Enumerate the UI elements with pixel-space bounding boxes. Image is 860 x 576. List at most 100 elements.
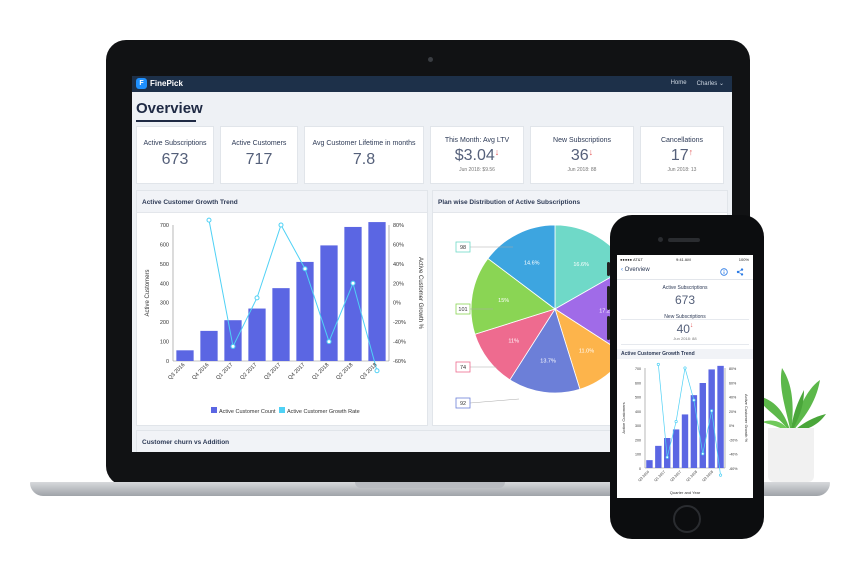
phone-mute-button bbox=[607, 262, 610, 276]
info-icon[interactable] bbox=[720, 268, 728, 276]
kpi-card-avg-customer-lifetime[interactable]: Avg Customer Lifetime in months 7.8 bbox=[304, 126, 424, 184]
callout-label: 98 bbox=[460, 245, 466, 251]
pie-slice-label: 15% bbox=[498, 298, 509, 304]
y2-tick-label: 0% bbox=[393, 301, 401, 307]
growth-trend-chart: 0 100 200 300 400 500 600 700 80% 60% 40% 20% 0% -20%… bbox=[145, 217, 423, 415]
legend-swatch-bar bbox=[211, 407, 217, 413]
callout-line bbox=[469, 398, 520, 404]
y-tick-label: 700 bbox=[635, 367, 641, 371]
x-tick-label: Q3 2018 bbox=[702, 470, 715, 483]
phone-card-new-subscriptions[interactable]: New Subscriptions 40↓ Jun 2018: 88 bbox=[621, 311, 749, 345]
bar bbox=[717, 365, 724, 468]
callout-box bbox=[455, 397, 471, 409]
y2-tick-label: -40% bbox=[393, 340, 406, 346]
callout-box bbox=[455, 241, 471, 253]
kpi-card-new-subscriptions[interactable]: New Subscriptions 36↓ Jun 2018: 88 bbox=[530, 126, 634, 184]
y-tick-label: 700 bbox=[160, 223, 169, 229]
y2-tick-label: -40% bbox=[729, 453, 738, 457]
kpi-label: Cancellations bbox=[660, 137, 704, 144]
growth-trend-panel: Active Customer Growth Trend 0 100 200 300 4… bbox=[136, 190, 428, 426]
x-tick-label: Q1 2018 bbox=[311, 362, 330, 381]
phone-chart-header: Active Customer Growth Trend bbox=[617, 349, 753, 359]
x-tick-label: Q2 2018 bbox=[335, 362, 354, 381]
title-underline bbox=[136, 120, 196, 122]
panel-header bbox=[137, 431, 727, 452]
phone-nav-bar: ‹ Overview bbox=[617, 264, 753, 280]
kpi-card-active-subscriptions[interactable]: Active Subscriptions 673 bbox=[136, 126, 214, 184]
bar bbox=[708, 369, 715, 468]
callout-label: 74 bbox=[460, 365, 466, 371]
growth-point bbox=[674, 420, 678, 424]
y2-tick-label: 60% bbox=[729, 381, 737, 385]
panel-title: Customer churn vs Addition bbox=[142, 439, 230, 446]
y-tick-label: 0 bbox=[639, 467, 641, 471]
kpi-card-active-customers[interactable]: Active Customers 717 bbox=[220, 126, 298, 184]
arrow-down-icon: ↓ bbox=[588, 147, 594, 157]
kpi-label: New Subscriptions bbox=[553, 137, 611, 144]
phone-volume-button bbox=[607, 286, 610, 310]
growth-point bbox=[206, 217, 212, 223]
plant-leaves bbox=[758, 368, 826, 433]
growth-point bbox=[701, 452, 705, 456]
bar bbox=[272, 288, 290, 361]
y2-tick-label: 80% bbox=[729, 367, 737, 371]
y-tick-label: 400 bbox=[635, 410, 641, 414]
share-icon[interactable] bbox=[736, 268, 744, 276]
back-button[interactable]: ‹ Overview bbox=[621, 267, 650, 273]
pie-slice-label: 11% bbox=[508, 339, 519, 345]
phone-growth-chart: 0 100 200 300 400 500 600 700 80% 60% 40% 20% 0% -20%… bbox=[621, 362, 749, 495]
growth-point bbox=[656, 362, 660, 366]
growth-line bbox=[208, 220, 378, 371]
pie-slice-label: 16.6% bbox=[573, 262, 589, 268]
growth-point bbox=[719, 473, 723, 477]
bar bbox=[664, 438, 671, 468]
callout-box bbox=[455, 303, 471, 315]
card-value: 40 bbox=[676, 322, 690, 336]
finepick-logo-icon: F bbox=[136, 78, 147, 89]
legend-label-line: Active Customer Growth Rate bbox=[287, 409, 360, 415]
x-tick-label: Q3 2016 bbox=[638, 470, 651, 483]
y-tick-label: 100 bbox=[160, 340, 169, 346]
churn-panel: Customer churn vs Addition bbox=[136, 430, 728, 452]
y2-tick-label: 0% bbox=[729, 424, 735, 428]
growth-point bbox=[278, 222, 284, 228]
bar bbox=[248, 308, 266, 361]
user-menu[interactable]: Charles ⌄ bbox=[697, 80, 724, 87]
bar bbox=[655, 445, 662, 468]
growth-point bbox=[665, 455, 669, 459]
pie-slice-label: 11.0% bbox=[579, 348, 594, 354]
y-tick-label: 0 bbox=[166, 359, 169, 365]
growth-point bbox=[350, 280, 356, 286]
battery: 100% bbox=[738, 257, 749, 262]
growth-line bbox=[657, 364, 721, 476]
growth-point bbox=[683, 366, 687, 370]
phone-card-active-subscriptions[interactable]: Active Subscriptions 673 bbox=[621, 282, 749, 320]
phone-home-button[interactable] bbox=[673, 505, 701, 533]
y-tick-label: 500 bbox=[160, 262, 169, 268]
kpi-card-cancellations[interactable]: Cancellations 17↑ Jun 2018: 13 bbox=[640, 126, 724, 184]
x-tick-label: Q1 2017 bbox=[215, 362, 234, 381]
bar bbox=[224, 320, 242, 361]
y2-tick-label: 60% bbox=[393, 242, 404, 248]
back-label: Overview bbox=[624, 267, 650, 273]
y-axis-title: Active Customers bbox=[621, 402, 626, 433]
x-tick-label: Q3 2017 bbox=[670, 470, 683, 483]
y2-tick-label: -60% bbox=[729, 467, 738, 471]
growth-point bbox=[326, 339, 332, 345]
panel-title: Active Customer Growth Trend bbox=[142, 199, 238, 206]
pie-slice bbox=[487, 224, 556, 310]
kpi-label: Active Customers bbox=[231, 140, 287, 147]
nav-home-link[interactable]: Home bbox=[670, 80, 687, 86]
y-tick-label: 600 bbox=[635, 381, 641, 385]
pie-slice-label: 17.2% bbox=[599, 308, 615, 314]
kpi-card-avg-ltv[interactable]: This Month: Avg LTV $3.04↓ Jun 2018: $9.… bbox=[430, 126, 524, 184]
kpi-value: 717 bbox=[245, 151, 273, 168]
kpi-value: 7.8 bbox=[352, 151, 376, 168]
brand[interactable]: F FinePick bbox=[136, 78, 183, 89]
y-tick-label: 200 bbox=[635, 438, 641, 442]
phone-camera bbox=[658, 237, 663, 242]
phone-chart-title: Active Customer Growth Trend bbox=[621, 351, 695, 357]
kpi-value-row: $3.04↓ bbox=[431, 147, 523, 165]
legend-label-bar: Active Customer Count bbox=[219, 409, 276, 415]
kpi-previous: Jun 2018: $9.56 bbox=[459, 167, 495, 173]
